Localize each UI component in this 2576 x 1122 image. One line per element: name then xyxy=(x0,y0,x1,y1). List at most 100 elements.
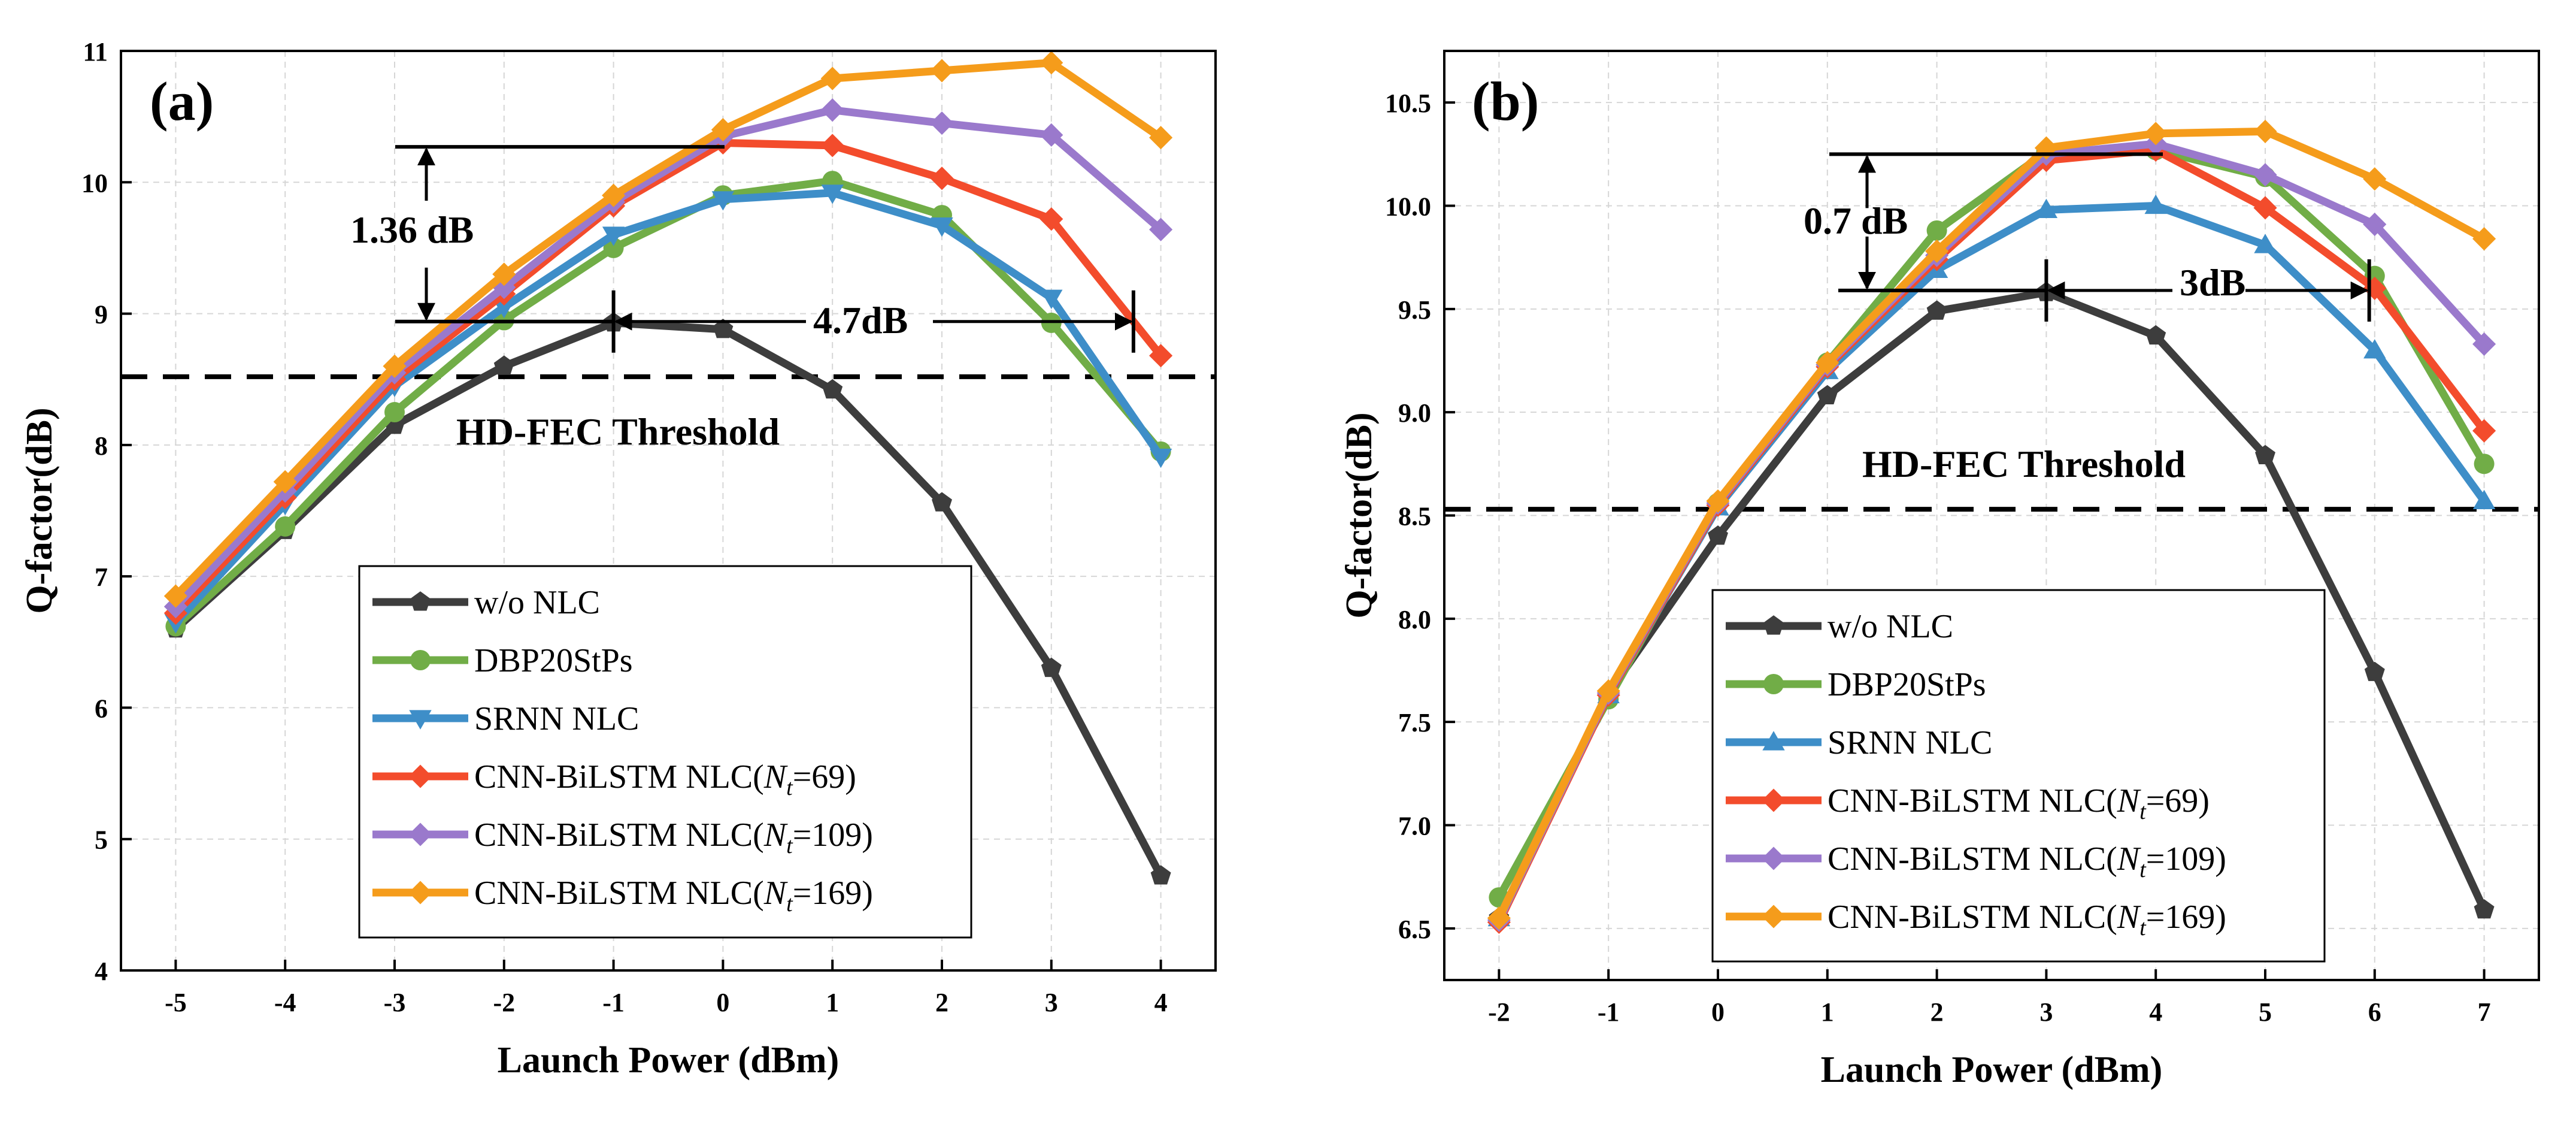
x-tick-label: -2 xyxy=(1488,997,1510,1027)
data-point-s4-9 xyxy=(2472,332,2496,356)
data-point-s3-8 xyxy=(1040,207,1063,231)
legend-label: CNN-BiLSTM NLC(Nt=69) xyxy=(474,758,856,800)
data-point-s5-6 xyxy=(820,66,844,90)
x-tick-label: 7 xyxy=(2478,997,2491,1027)
data-point-s5-8 xyxy=(1040,51,1063,75)
x-tick-label: 2 xyxy=(935,988,948,1017)
legend-swatch-marker xyxy=(1762,731,1785,751)
data-point-s5-9 xyxy=(1149,126,1173,150)
x-tick-label: 3 xyxy=(2039,997,2053,1027)
data-point-s2-5 xyxy=(711,191,735,211)
data-point-s2-8 xyxy=(1040,289,1063,309)
x-axis-title: Launch Power (dBm) xyxy=(1821,1050,2163,1090)
data-point-s0-3 xyxy=(493,355,514,375)
legend-label: CNN-BiLSTM NLC(Nt=109) xyxy=(474,816,873,858)
data-point-s5-5 xyxy=(2034,136,2058,160)
legend-box xyxy=(1711,589,2326,963)
data-point-s1-4 xyxy=(603,237,624,258)
data-point-s1-9 xyxy=(2474,453,2495,474)
x-tick-label: -5 xyxy=(165,988,187,1017)
legend-swatch-marker xyxy=(408,822,432,846)
data-point-s3-7 xyxy=(930,167,954,190)
data-point-s2-7 xyxy=(931,217,953,237)
x-tick-label: 4 xyxy=(1154,988,1168,1017)
data-point-s4-6 xyxy=(820,98,844,122)
data-point-s1-4 xyxy=(1926,220,1947,241)
x-tick-label: 0 xyxy=(1711,997,1725,1027)
series-line-4 xyxy=(172,106,1163,610)
data-point-s3-9 xyxy=(1149,344,1173,368)
legend-swatch-marker xyxy=(1763,674,1784,694)
data-point-s4-7 xyxy=(930,111,954,135)
x-tick-label: 6 xyxy=(2368,997,2381,1027)
x-tick-label: 3 xyxy=(1045,988,1058,1017)
legend-label: CNN-BiLSTM NLC(Nt=169) xyxy=(1828,899,2226,940)
y-tick-label: 10 xyxy=(81,168,108,198)
y-tick-label: 8.5 xyxy=(1398,502,1431,531)
legend: w/o NLC DBP20StPs SRNN NLC CNN-BiLSTM NLC(N… xyxy=(1711,589,2326,963)
data-point-s0-8 xyxy=(2364,661,2385,681)
data-point-s5-3 xyxy=(1816,350,1839,374)
x-tick-label: 0 xyxy=(716,988,729,1017)
data-point-s2-8 xyxy=(2363,339,2386,359)
data-point-s0-6 xyxy=(822,379,843,399)
legend-swatch-marker xyxy=(1763,615,1784,635)
data-point-s4-7 xyxy=(2253,163,2277,187)
legend-swatch-marker xyxy=(1762,788,1786,812)
x-tick-label: -2 xyxy=(493,988,515,1017)
y-tick-label: 6 xyxy=(95,694,108,723)
legend-label: SRNN NLC xyxy=(1828,724,1992,761)
legend-swatch-marker xyxy=(1762,905,1786,929)
data-point-s5-4 xyxy=(1925,239,1949,263)
data-point-s4-8 xyxy=(1040,123,1063,147)
data-point-s0-2 xyxy=(1708,525,1728,545)
data-point-s5-3 xyxy=(492,262,516,286)
y-tick-label: 10.5 xyxy=(1385,89,1431,118)
data-point-s5-0 xyxy=(1487,906,1511,930)
annotation-vertical-gap: 0.7 dB xyxy=(1804,199,1908,242)
data-point-s2-4 xyxy=(602,226,625,246)
data-point-s5-6 xyxy=(2144,122,2168,146)
data-point-s0-8 xyxy=(1041,657,1062,678)
annotation-vertical-gap: 1.36 dB xyxy=(350,208,474,251)
data-point-s5-4 xyxy=(602,183,626,207)
x-tick-label: 4 xyxy=(2149,997,2162,1027)
legend-label: DBP20StPs xyxy=(474,642,633,679)
series-line-5 xyxy=(172,59,1163,599)
x-tick-label: -3 xyxy=(384,988,406,1017)
data-point-s2-3 xyxy=(493,299,516,319)
y-tick-label: 9 xyxy=(95,300,108,329)
data-point-s5-7 xyxy=(2253,119,2277,143)
series-line-0 xyxy=(173,319,1165,878)
data-point-s5-2 xyxy=(383,354,407,378)
y-tick-label: 4 xyxy=(95,957,108,986)
data-point-s5-7 xyxy=(930,59,954,83)
data-point-s0-5 xyxy=(713,319,734,338)
y-tick-label: 7.5 xyxy=(1398,708,1431,737)
data-point-s2-9 xyxy=(1149,448,1172,468)
legend-label: CNN-BiLSTM NLC(Nt=169) xyxy=(474,875,873,917)
legend-label: w/o NLC xyxy=(1828,608,1953,645)
x-tick-label: 2 xyxy=(1931,997,1944,1027)
series-line-5 xyxy=(1495,127,2486,920)
x-tick-label: -1 xyxy=(1598,997,1620,1027)
x-tick-label: 1 xyxy=(826,988,839,1017)
data-point-s2-6 xyxy=(821,185,844,204)
data-point-s5-9 xyxy=(2472,227,2496,251)
series-line-3 xyxy=(172,139,1164,616)
annotation-horizontal-gap: 3dB xyxy=(2180,261,2245,304)
data-point-s4-8 xyxy=(2363,212,2387,237)
hd-fec-threshold-label: HD-FEC Threshold xyxy=(456,410,780,453)
y-tick-label: 11 xyxy=(83,37,108,66)
y-tick-label: 8 xyxy=(95,431,108,461)
plot-frame xyxy=(120,50,1217,972)
data-point-s5-1 xyxy=(273,470,297,494)
series-line-1 xyxy=(173,177,1164,630)
y-tick-label: 9.0 xyxy=(1398,398,1431,428)
y-tick-label: 7 xyxy=(95,562,108,592)
data-point-s1-2 xyxy=(384,402,405,423)
legend: w/o NLC DBP20StPs SRNN NLC CNN-BiLSTM NLC(N… xyxy=(358,565,972,939)
data-point-s5-0 xyxy=(163,584,187,608)
y-tick-label: 5 xyxy=(95,825,108,855)
x-tick-label: 5 xyxy=(2259,997,2272,1027)
